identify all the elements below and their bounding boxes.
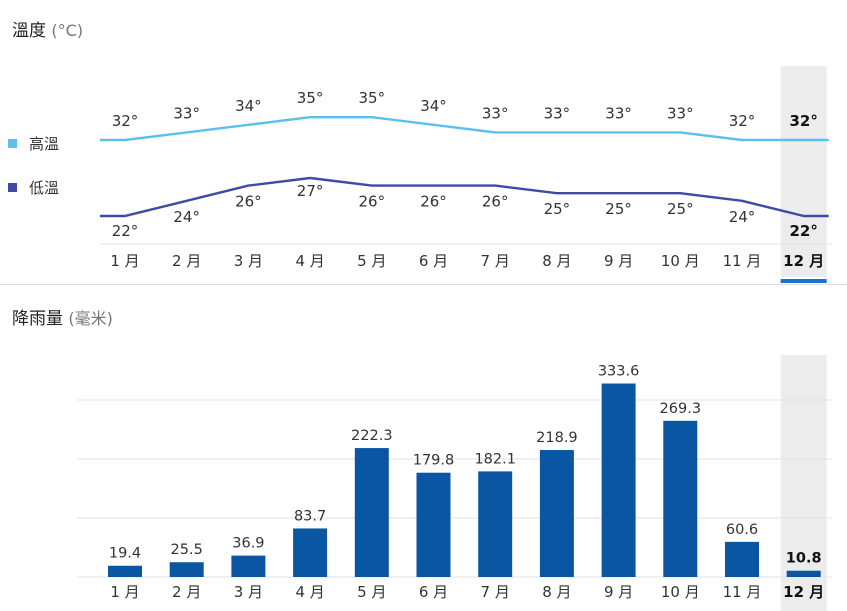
high-temp-data-label: 35° [297,89,324,107]
rain-bar [786,570,821,577]
legend-high-swatch [8,139,17,148]
selected-month-band-temp [780,66,827,277]
rain-data-label: 83.7 [294,508,326,524]
low-temp-data-label: 25° [667,200,694,218]
temp-month-label: 7 月 [481,252,510,270]
temp-month-label: 12 月 [783,252,824,270]
rain-bar [354,448,389,577]
rain-data-label: 333.6 [598,364,640,380]
rain-month-label: 6 月 [419,583,448,601]
temp-month-label: 5 月 [357,252,386,270]
rain-month-label: 7 月 [481,583,510,601]
legend-low: 低溫 [8,177,59,198]
rain-month-label: 9 月 [604,583,633,601]
rain-bar [725,541,759,577]
high-temp-data-label: 35° [359,89,386,107]
rain-data-label: 182.1 [474,451,516,467]
rain-data-label: 60.6 [726,522,758,538]
temp-month-label: 4 月 [295,252,324,270]
temp-month-label: 2 月 [172,252,201,270]
low-temp-data-label: 27° [297,182,324,200]
rain-month-label: 1 月 [110,583,139,601]
high-temp-data-label: 33° [667,104,694,122]
low-temp-data-label: 24° [173,208,200,226]
selected-month-band-rain [780,355,827,611]
low-temp-data-label: 26° [420,193,447,211]
high-temp-data-label: 33° [605,104,632,122]
rain-month-label: 12 月 [783,583,824,601]
low-temp-data-label: 26° [235,193,262,211]
rain-month-label: 8 月 [542,583,571,601]
rain-month-label: 5 月 [357,583,386,601]
rainfall-title: 降雨量 (毫米) [12,304,113,329]
rain-bar [539,450,574,577]
rainfall-unit: (毫米) [68,309,113,328]
rain-month-label: 4 月 [295,583,324,601]
temp-month-label: 10 月 [661,252,700,270]
low-temp-data-label: 25° [544,200,571,218]
rain-data-label: 19.4 [109,546,141,562]
high-temp-data-label: 34° [235,97,262,115]
high-temp-data-label: 34° [420,97,447,115]
high-temp-data-label: 33° [482,104,509,122]
rain-month-label: 2 月 [172,583,201,601]
legend-low-swatch [8,183,17,192]
rain-bar [108,565,142,577]
temp-month-label: 1 月 [110,252,139,270]
temp-month-label: 8 月 [542,252,571,270]
rain-month-label: 11 月 [723,583,762,601]
high-temp-data-label: 33° [544,104,571,122]
legend-high-label: 高溫 [29,135,60,153]
rain-data-label: 36.9 [232,536,264,552]
high-temp-data-label: 32° [790,112,818,130]
low-temp-data-label: 22° [790,222,818,240]
rain-data-label: 218.9 [536,430,578,446]
low-temp-data-label: 22° [112,222,139,240]
rain-data-label: 179.8 [413,453,455,469]
temperature-title: 溫度 (°C) [12,16,83,41]
rain-bar [293,528,328,577]
rain-data-label: 10.8 [786,551,822,567]
temperature-title-text: 溫度 [12,21,46,41]
rainfall-title-text: 降雨量 [12,309,63,329]
rain-bar [416,472,451,577]
legend-high: 高溫 [8,133,59,154]
rain-bar [601,383,636,577]
temp-month-label: 11 月 [723,252,762,270]
rain-bar [478,471,513,577]
temp-month-label: 9 月 [604,252,633,270]
rain-data-label: 25.5 [171,542,203,558]
rain-bar [231,555,266,577]
rain-data-label: 269.3 [660,401,702,417]
section-divider [0,284,847,285]
legend-low-label: 低溫 [29,179,60,197]
high-temp-data-label: 32° [112,112,139,130]
selected-month-tab-indicator [780,279,827,283]
low-temp-data-label: 25° [605,200,632,218]
high-temp-line [100,116,829,142]
low-temp-data-label: 24° [729,208,756,226]
temperature-unit: (°C) [51,21,84,40]
low-temp-data-label: 26° [359,193,386,211]
rain-bar [169,562,204,577]
temp-month-label: 3 月 [234,252,263,270]
low-temp-line [100,176,829,218]
rain-month-label: 3 月 [234,583,263,601]
temp-month-label: 6 月 [419,252,448,270]
high-temp-data-label: 32° [729,112,756,130]
low-temp-data-label: 26° [482,193,509,211]
high-temp-data-label: 33° [173,104,200,122]
rain-month-label: 10 月 [661,583,700,601]
rain-data-label: 222.3 [351,428,393,444]
rain-bar [663,420,698,577]
